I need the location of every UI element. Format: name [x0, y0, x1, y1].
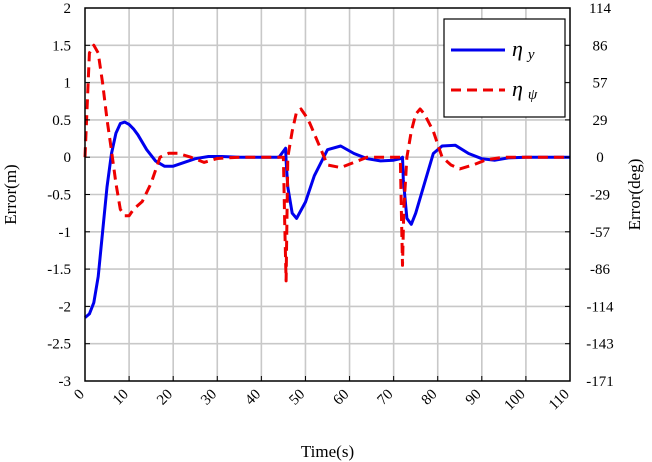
y-tick-label-right: -29	[590, 188, 610, 204]
y-tick-label-right: 86	[593, 38, 609, 54]
y-tick-label-left: -1	[59, 225, 72, 241]
legend-box	[443, 18, 566, 118]
y-tick-label-left: 2	[64, 1, 72, 17]
series-line-0	[84, 120, 570, 319]
x-tick-label: 20	[154, 387, 176, 409]
y-tick-label-left: -0.5	[47, 188, 71, 204]
grid-lines	[85, 8, 570, 381]
x-axis-label: Time(s)	[301, 442, 354, 461]
x-tick-label: 60	[330, 387, 352, 409]
plot-area	[83, 43, 570, 319]
y-tick-label-right: 29	[593, 113, 608, 129]
y-tick-label-right: 114	[589, 1, 611, 17]
x-tick-label: 40	[242, 387, 264, 409]
x-tick-label: 90	[463, 387, 485, 409]
y-tick-label-right: 57	[593, 76, 609, 92]
x-tick-label: 100	[502, 387, 529, 414]
x-tick-label: 30	[198, 387, 220, 409]
x-tick-label: 110	[546, 387, 573, 414]
legend: η y η ψ	[443, 18, 566, 118]
y-axis-label-left: Error(m)	[1, 164, 20, 224]
y-tick-label-left: -2	[59, 299, 72, 315]
y-tick-label-right: -57	[590, 225, 610, 241]
y-tick-label-left: -1.5	[47, 262, 71, 278]
y-tick-label-left: 1.5	[52, 38, 71, 54]
y-tick-label-left: -2.5	[47, 337, 71, 353]
y-tick-label-right: -143	[586, 337, 614, 353]
x-tick-label: 50	[286, 387, 308, 409]
series-line-1	[83, 43, 570, 283]
y-tick-label-left: -3	[59, 374, 72, 390]
y-tick-label-right: -171	[586, 374, 614, 390]
x-tick-label: 0	[71, 387, 88, 404]
y-tick-label-right: 0	[596, 150, 604, 166]
x-tick-label: 70	[375, 387, 397, 409]
y-tick-label-right: -114	[587, 299, 614, 315]
y-axis-label-right: Error(deg)	[625, 159, 644, 231]
y-tick-label-right: -86	[590, 262, 610, 278]
x-tick-label: 10	[110, 387, 132, 409]
y-tick-label-left: 0.5	[52, 113, 71, 129]
y-tick-label-left: 1	[64, 76, 72, 92]
y-tick-label-left: 0	[64, 150, 72, 166]
x-tick-label: 80	[419, 387, 441, 409]
